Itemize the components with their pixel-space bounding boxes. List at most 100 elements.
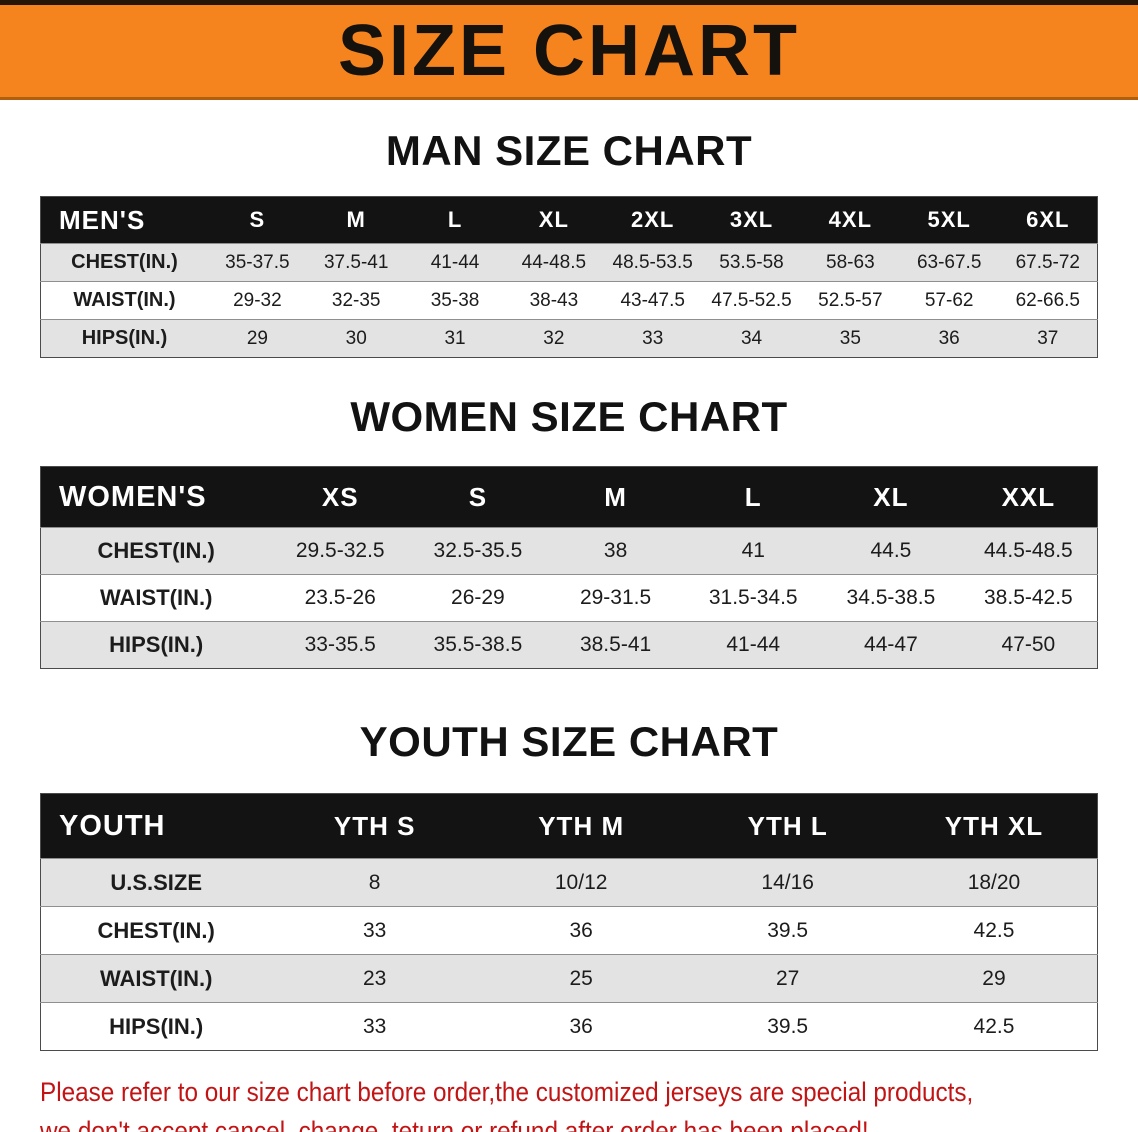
table-cell: 36 xyxy=(477,1002,685,1051)
column-header: XXL xyxy=(959,466,1098,528)
column-header: M xyxy=(306,196,406,244)
column-header: L xyxy=(405,196,505,244)
column-header: XL xyxy=(504,196,604,244)
row-label: WAIST(IN.) xyxy=(40,281,208,320)
table-cell: 33 xyxy=(271,1002,478,1051)
column-header: S xyxy=(409,466,547,528)
men-section-title: MAN SIZE CHART xyxy=(385,127,753,174)
row-label: CHEST(IN.) xyxy=(40,906,272,955)
table-cell: 43-47.5 xyxy=(603,281,703,320)
table-cell: 41-44 xyxy=(405,243,505,282)
women-size-table: WOMEN'S XS S M L XL XXL CHEST(IN.) 29.5-32.5 32.5… xyxy=(40,466,1098,669)
row-label: WAIST(IN.) xyxy=(40,574,272,622)
table-cell: 62-66.5 xyxy=(998,281,1098,320)
table-cell: 29-32 xyxy=(207,281,307,320)
table-cell: 29-31.5 xyxy=(546,574,685,622)
disclaimer-line-1: Please refer to our size chart before or… xyxy=(40,1077,974,1107)
table-cell: 37 xyxy=(998,319,1098,358)
table-cell: 32-35 xyxy=(306,281,406,320)
table-cell: 38 xyxy=(546,527,685,575)
table-cell: 35 xyxy=(800,319,900,358)
table-row: WAIST(IN.) 29-32 32-35 35-38 38-43 43-47.5 47.… xyxy=(40,281,1098,320)
table-cell: 30 xyxy=(306,319,406,358)
table-cell: 47-50 xyxy=(959,621,1098,669)
table-cell: 26-29 xyxy=(409,574,547,622)
table-cell: 48.5-53.5 xyxy=(603,243,703,282)
column-header: S xyxy=(207,196,307,244)
table-cell: 38.5-42.5 xyxy=(959,574,1098,622)
table-cell: 14/16 xyxy=(684,858,891,907)
column-header: YTH XL xyxy=(890,793,1098,859)
youth-section-title: YOUTH SIZE CHART xyxy=(359,718,779,765)
table-cell: 37.5-41 xyxy=(306,243,406,282)
table-cell: 25 xyxy=(477,954,685,1003)
column-header: 6XL xyxy=(998,196,1098,244)
table-cell: 34 xyxy=(702,319,801,358)
table-cell: 42.5 xyxy=(890,1002,1098,1051)
row-label: CHEST(IN.) xyxy=(40,527,272,575)
column-header: 2XL xyxy=(603,196,703,244)
table-row: CHEST(IN.) 33 36 39.5 42.5 xyxy=(40,906,1098,955)
table-cell: 29 xyxy=(207,319,307,358)
table-cell: 35-37.5 xyxy=(207,243,307,282)
column-header: YTH L xyxy=(684,793,891,859)
row-label: WAIST(IN.) xyxy=(40,954,272,1003)
table-cell: 8 xyxy=(271,858,478,907)
disclaimer-line-2: we don't accept cancel, change, teturn o… xyxy=(40,1116,869,1132)
table-cell: 33-35.5 xyxy=(271,621,410,669)
table-cell: 29.5-32.5 xyxy=(271,527,410,575)
column-header: YTH S xyxy=(271,793,478,859)
table-cell: 23.5-26 xyxy=(271,574,410,622)
table-cell: 23 xyxy=(271,954,478,1003)
table-row: HIPS(IN.) 33-35.5 35.5-38.5 38.5-41 41-44 44-… xyxy=(40,621,1098,669)
table-cell: 58-63 xyxy=(800,243,900,282)
table-row: HIPS(IN.) 33 36 39.5 42.5 xyxy=(40,1002,1098,1051)
table-cell: 32.5-35.5 xyxy=(409,527,547,575)
table-cell: 41 xyxy=(684,527,823,575)
women-section-title: WOMEN SIZE CHART xyxy=(350,393,788,440)
table-cell: 18/20 xyxy=(890,858,1098,907)
table-cell: 35.5-38.5 xyxy=(409,621,547,669)
youth-size-table: YOUTH YTH S YTH M YTH L YTH XL U.S.SIZE 8 10/12… xyxy=(40,793,1098,1051)
column-header: 4XL xyxy=(800,196,900,244)
column-header: XS xyxy=(271,466,410,528)
column-header: YTH M xyxy=(477,793,685,859)
table-cell: 44-47 xyxy=(822,621,960,669)
table-cell: 27 xyxy=(684,954,891,1003)
table-cell: 52.5-57 xyxy=(800,281,900,320)
table-cell: 67.5-72 xyxy=(998,243,1098,282)
table-cell: 33 xyxy=(603,319,703,358)
table-cell: 38-43 xyxy=(504,281,604,320)
table-cell: 39.5 xyxy=(684,906,891,955)
table-row: CHEST(IN.) 35-37.5 37.5-41 41-44 44-48.5 48.5… xyxy=(40,243,1098,282)
table-title-cell: MEN'S xyxy=(40,196,208,244)
table-cell: 34.5-38.5 xyxy=(822,574,960,622)
column-header: L xyxy=(684,466,823,528)
row-label: HIPS(IN.) xyxy=(40,1002,272,1051)
disclaimer: Please refer to our size chart before or… xyxy=(40,1073,1138,1132)
banner: SIZE CHART xyxy=(0,0,1138,100)
table-cell: 41-44 xyxy=(684,621,823,669)
column-header: 3XL xyxy=(702,196,801,244)
table-cell: 36 xyxy=(477,906,685,955)
table-row: U.S.SIZE 8 10/12 14/16 18/20 xyxy=(40,858,1098,907)
table-title-cell: YOUTH xyxy=(40,793,272,859)
table-cell: 42.5 xyxy=(890,906,1098,955)
row-label: U.S.SIZE xyxy=(40,858,272,907)
table-header-row: WOMEN'S XS S M L XL XXL xyxy=(40,466,1098,528)
table-cell: 31 xyxy=(405,319,505,358)
row-label: CHEST(IN.) xyxy=(40,243,208,282)
table-cell: 47.5-52.5 xyxy=(702,281,801,320)
men-size-table: MEN'S S M L XL 2XL 3XL 4XL 5XL 6XL CHEST(IN.) 35-37… xyxy=(40,196,1098,358)
table-cell: 53.5-58 xyxy=(702,243,801,282)
table-cell: 63-67.5 xyxy=(899,243,999,282)
row-label: HIPS(IN.) xyxy=(40,621,272,669)
row-label: HIPS(IN.) xyxy=(40,319,208,358)
table-cell: 44-48.5 xyxy=(504,243,604,282)
table-cell: 38.5-41 xyxy=(546,621,685,669)
column-header: M xyxy=(546,466,685,528)
table-cell: 33 xyxy=(271,906,478,955)
table-cell: 57-62 xyxy=(899,281,999,320)
table-header-row: YOUTH YTH S YTH M YTH L YTH XL xyxy=(40,793,1098,859)
